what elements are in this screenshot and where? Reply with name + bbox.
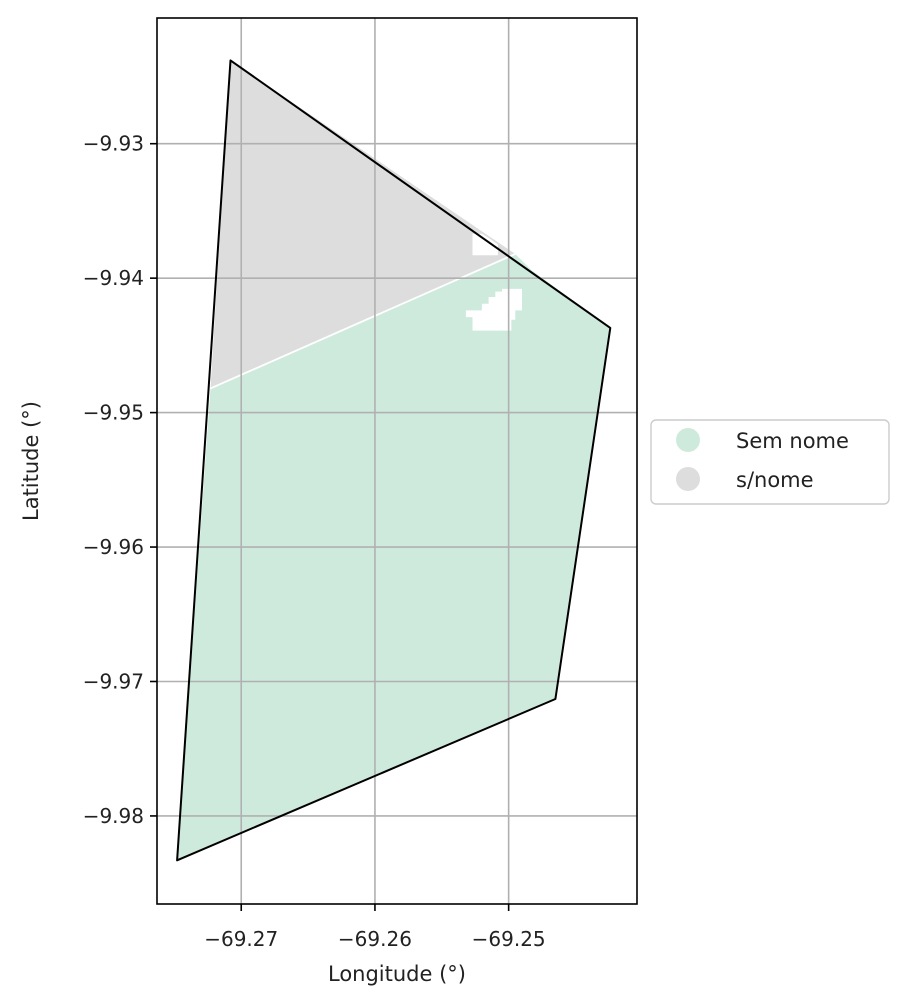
x-tick-label: −69.25 (472, 927, 546, 951)
ticks-layer: −69.27 −69.26 −69.25 −9.93 −9.94 −9.95 −9.96 −9… (83, 132, 546, 951)
unmapped-area-1 (472, 233, 498, 256)
region-sem-nome (177, 254, 611, 861)
y-tick-label: −9.96 (83, 535, 144, 559)
legend-label-sem-nome: Sem nome (736, 429, 849, 453)
legend-swatch-s-nome (676, 467, 700, 491)
x-tick-label: −69.26 (338, 927, 412, 951)
y-tick-label: −9.94 (83, 266, 144, 290)
region-boundary (210, 253, 516, 390)
y-tick-label: −9.97 (83, 669, 144, 693)
x-tick-label: −69.27 (204, 927, 278, 951)
y-tick-label: −9.93 (83, 132, 144, 156)
legend-label-s-nome: s/nome (736, 468, 814, 492)
y-axis-title: Latitude (°) (19, 401, 43, 521)
y-tick-label: −9.98 (83, 804, 144, 828)
regions-layer (177, 60, 611, 861)
x-axis-title: Longitude (°) (328, 962, 466, 986)
axes-frame (156, 17, 638, 905)
legend: Sem nome s/nome (650, 419, 890, 505)
legend-swatch-sem-nome (676, 428, 700, 452)
outline-layer (176, 59, 612, 862)
legend-frame (650, 419, 890, 505)
y-tick-label: −9.95 (83, 401, 144, 425)
area-outline (176, 59, 612, 862)
grid-layer (157, 18, 637, 904)
plot-area: −69.27 −69.26 −69.25 −9.93 −9.94 −9.95 −9.96 −9… (83, 17, 638, 951)
region-s-nome (210, 60, 516, 389)
